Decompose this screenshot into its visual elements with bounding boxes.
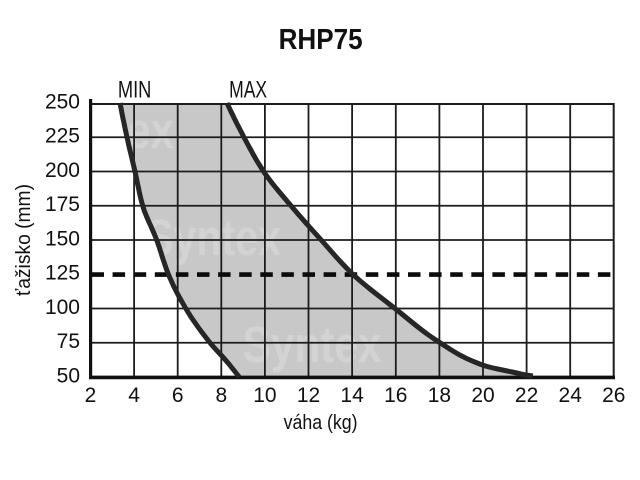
svg-text:Syntex: Syntex <box>146 209 281 266</box>
svg-text:ťažisko (mm): ťažisko (mm) <box>13 184 35 296</box>
svg-text:10: 10 <box>253 384 276 407</box>
svg-text:18: 18 <box>428 384 451 407</box>
svg-text:125: 125 <box>45 262 80 285</box>
svg-text:175: 175 <box>45 193 80 216</box>
svg-text:250: 250 <box>45 90 80 113</box>
svg-text:14: 14 <box>340 384 364 407</box>
svg-text:RHP75: RHP75 <box>279 24 363 56</box>
svg-text:MAX: MAX <box>229 77 267 104</box>
svg-text:4: 4 <box>128 384 140 407</box>
svg-text:6: 6 <box>172 384 184 407</box>
svg-text:2: 2 <box>85 384 97 407</box>
svg-text:225: 225 <box>45 125 80 148</box>
svg-text:24: 24 <box>559 384 583 407</box>
svg-text:16: 16 <box>384 384 407 407</box>
svg-text:12: 12 <box>297 384 320 407</box>
svg-text:MIN: MIN <box>118 77 152 104</box>
svg-text:Syntex: Syntex <box>243 316 382 373</box>
svg-text:22: 22 <box>515 384 538 407</box>
svg-text:26: 26 <box>602 384 625 407</box>
svg-text:200: 200 <box>45 159 80 182</box>
svg-text:75: 75 <box>57 330 80 353</box>
svg-text:20: 20 <box>471 384 494 407</box>
svg-text:50: 50 <box>57 364 80 387</box>
svg-text:100: 100 <box>45 296 80 319</box>
svg-text:8: 8 <box>215 384 227 407</box>
svg-text:150: 150 <box>45 227 80 250</box>
svg-text:váha (kg): váha (kg) <box>284 411 358 434</box>
